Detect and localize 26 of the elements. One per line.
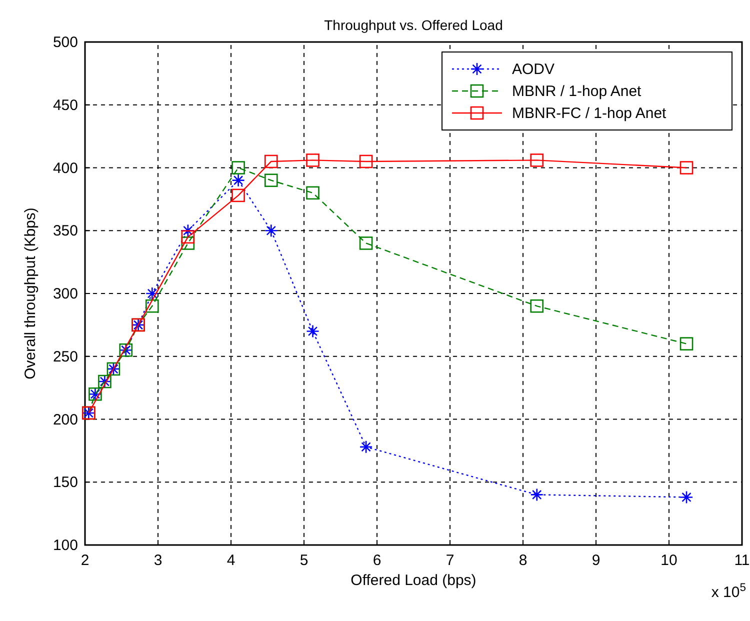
y-axis-title: Overall throughput (Kbps) <box>22 208 39 380</box>
legend-label: MBNR-FC / 1-hop Anet <box>512 105 668 122</box>
y-tick-label: 300 <box>52 286 78 302</box>
x-tick-label: 6 <box>372 552 382 569</box>
y-tick-label: 200 <box>52 411 78 428</box>
x-axis-title: Offered Load (bps) <box>350 572 476 589</box>
legend-label: MBNR / 1-hop Anet <box>512 83 642 100</box>
y-tick-label: 450 <box>52 96 78 114</box>
x-tick-label: 2 <box>80 552 90 569</box>
x-tick-label: 10 <box>660 552 678 569</box>
y-tick-label: 500 <box>52 34 78 51</box>
y-tick-label: 150 <box>52 474 78 492</box>
x-tick-label: 8 <box>518 552 528 569</box>
y-tick-label: 400 <box>52 160 78 177</box>
x-tick-label: 3 <box>154 552 162 569</box>
x-tick-label: 5 <box>300 552 308 569</box>
y-tick-label: 350 <box>52 222 78 240</box>
y-tick-label: 100 <box>52 537 78 554</box>
chart-title: Throughput vs. Offered Load <box>324 17 503 33</box>
text: x 10$^{5}$ <box>711 582 746 601</box>
x-tick-label: 9 <box>592 552 600 569</box>
y-tick-label: 250 <box>52 348 78 366</box>
legend-label: AODV <box>512 61 555 78</box>
x-tick-label: 7 <box>446 552 454 569</box>
x-tick-label: 4 <box>226 552 236 569</box>
x-tick-label: 11 <box>734 552 750 569</box>
